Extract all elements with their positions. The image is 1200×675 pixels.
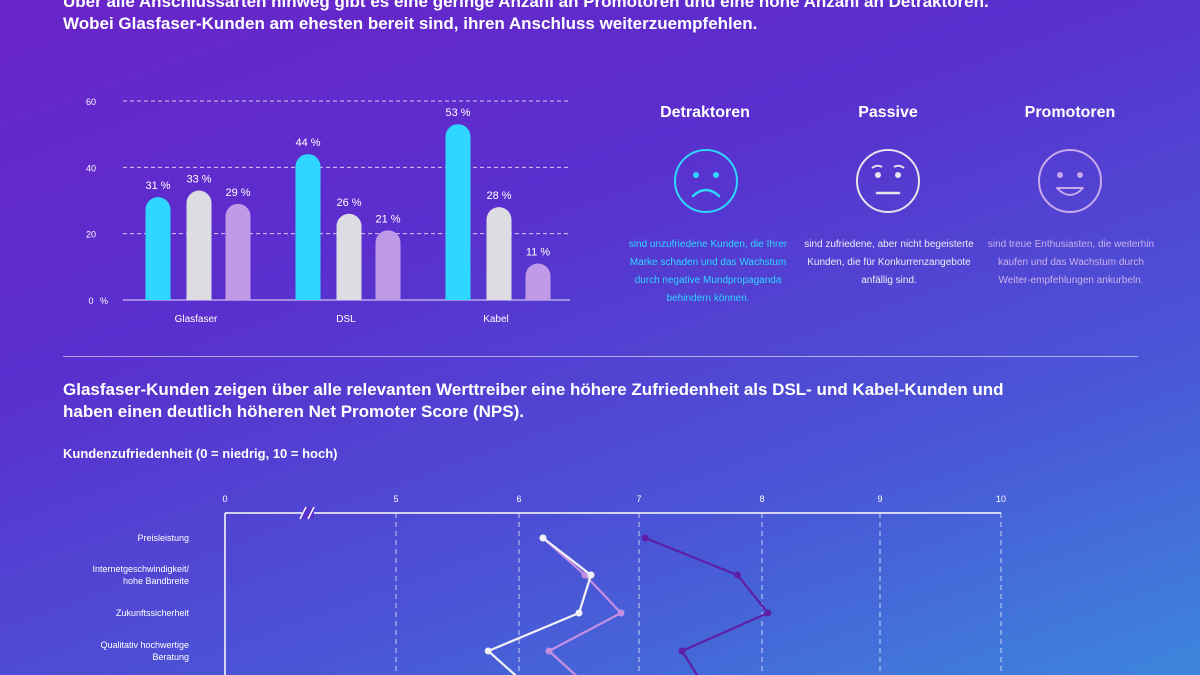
data-point bbox=[581, 571, 589, 579]
category-label: Zukunftssicherheit bbox=[116, 608, 190, 618]
section-divider bbox=[63, 356, 1138, 357]
x-tick-label: 0 bbox=[222, 494, 227, 504]
category-label: Internetgeschwindigkeit/ bbox=[92, 564, 189, 574]
axis-break-slash bbox=[299, 506, 307, 520]
line-chart-title: Kundenzufriedenheit (0 = niedrig, 10 = h… bbox=[63, 446, 338, 461]
y-tick-label: 60 bbox=[86, 97, 96, 107]
category-title-promotoren: Promotoren bbox=[1024, 104, 1116, 121]
data-point bbox=[587, 571, 595, 579]
x-tick-label: 5 bbox=[393, 494, 398, 504]
category-label: Preisleistung bbox=[137, 533, 189, 543]
category-label: Beratung bbox=[152, 652, 189, 662]
x-category-label: Glasfaser bbox=[175, 314, 218, 325]
bar bbox=[225, 203, 251, 300]
axis-break-marker bbox=[299, 506, 315, 520]
bar bbox=[295, 154, 321, 300]
data-point bbox=[545, 647, 553, 655]
data-point bbox=[678, 647, 686, 655]
bar bbox=[336, 213, 362, 300]
sad-face-icon bbox=[674, 149, 738, 213]
data-point bbox=[539, 534, 547, 542]
data-point bbox=[484, 647, 492, 655]
headline-top-line-1: Über alle Anschlussarten hinweg gibt es … bbox=[63, 0, 989, 11]
axis-break-slash bbox=[307, 506, 315, 520]
y-unit-label: % bbox=[100, 296, 108, 306]
happy-face-icon bbox=[1038, 149, 1102, 213]
bar-value-label: 21 % bbox=[375, 213, 400, 225]
headline-top-line-2: Wobei Glasfaser-Kunden am ehesten bereit… bbox=[63, 14, 758, 33]
x-tick-label: 9 bbox=[877, 494, 882, 504]
data-point bbox=[641, 534, 649, 542]
bar-value-label: 44 % bbox=[295, 137, 320, 149]
bar-value-label: 53 % bbox=[445, 107, 470, 119]
bar-value-label: 28 % bbox=[486, 190, 511, 202]
bar bbox=[186, 190, 212, 300]
neutral-face-icon bbox=[856, 149, 920, 213]
category-title-passive: Passive bbox=[858, 104, 918, 121]
bar-value-label: 29 % bbox=[225, 187, 250, 199]
category-description-promotoren: sind treue Enthusiasten, die weiterhin k… bbox=[987, 239, 1155, 286]
y-tick-label: 20 bbox=[86, 230, 96, 240]
x-category-label: DSL bbox=[336, 314, 356, 325]
category-description-detraktoren: sind unzufriedene Kunden, die Ihrer Mark… bbox=[628, 239, 788, 304]
category-label: hohe Bandbreite bbox=[123, 576, 189, 586]
bar bbox=[445, 124, 471, 301]
category-description-passive: sind zufriedene, aber nicht begeisterte … bbox=[804, 239, 974, 286]
series-line bbox=[487, 537, 593, 675]
headline-bottom-line-2: haben einen deutlich höheren Net Promote… bbox=[63, 402, 524, 421]
bar-value-label: 11 % bbox=[526, 247, 550, 259]
category-title-detraktoren: Detraktoren bbox=[660, 104, 750, 121]
bar-value-label: 26 % bbox=[336, 197, 361, 209]
data-point bbox=[733, 571, 741, 579]
bar bbox=[525, 263, 551, 300]
data-point bbox=[764, 609, 772, 617]
y-tick-label: 40 bbox=[86, 163, 96, 173]
bar bbox=[486, 207, 512, 300]
x-tick-label: 8 bbox=[759, 494, 764, 504]
x-tick-label: 7 bbox=[636, 494, 641, 504]
headline-bottom-line-1: Glasfaser-Kunden zeigen über alle releva… bbox=[63, 380, 1004, 399]
x-category-label: Kabel bbox=[483, 314, 509, 325]
data-point bbox=[575, 609, 583, 617]
bar-value-label: 31 % bbox=[145, 180, 170, 192]
series-line bbox=[644, 536, 770, 675]
bar bbox=[375, 230, 401, 300]
category-label: Qualitativ hochwertige bbox=[100, 640, 189, 650]
bar bbox=[145, 197, 171, 300]
bar-value-label: 33 % bbox=[186, 174, 211, 186]
x-tick-label: 10 bbox=[996, 494, 1006, 504]
data-point bbox=[617, 609, 625, 617]
y-tick-label: 0 bbox=[88, 296, 93, 306]
x-tick-label: 6 bbox=[516, 494, 521, 504]
